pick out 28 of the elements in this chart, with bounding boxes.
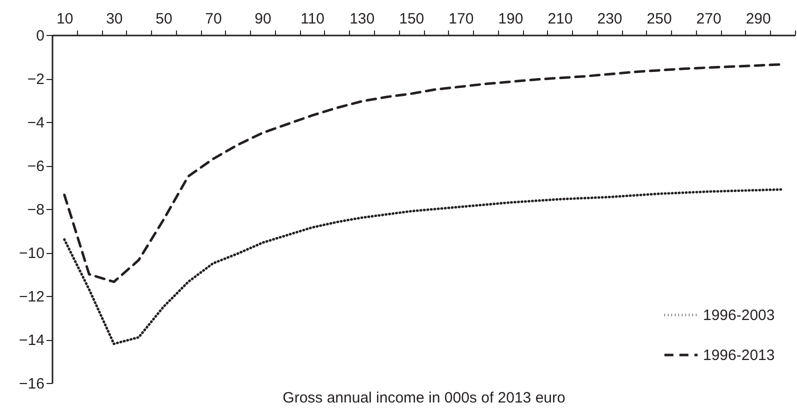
x-tick-label: 30 xyxy=(106,10,123,28)
y-tick-label: −6 xyxy=(27,158,44,175)
x-tick-label: 210 xyxy=(548,10,573,28)
x-tick-label: 230 xyxy=(597,10,622,28)
x-tick-label: 270 xyxy=(696,10,722,28)
x-tick-label: 250 xyxy=(646,10,672,28)
y-tick-label: −14 xyxy=(19,332,44,349)
x-axis-title: Gross annual income in 000s of 2013 euro xyxy=(282,390,566,406)
y-tick-label: −4 xyxy=(27,114,44,132)
x-tick-label: 10 xyxy=(56,10,74,28)
y-tick-label: −16 xyxy=(19,376,44,392)
y-tick-label: −8 xyxy=(27,202,44,218)
y-tick-label: 0 xyxy=(36,28,44,44)
x-tick-label: 290 xyxy=(746,10,771,28)
x-tick-label: 190 xyxy=(498,10,524,28)
y-tick-label: −10 xyxy=(19,245,44,262)
x-tick-label: 90 xyxy=(254,10,272,28)
x-tick-label: 50 xyxy=(156,10,172,28)
x-tick-label: 70 xyxy=(205,10,222,28)
x-tick-label: 170 xyxy=(448,10,474,28)
x-tick-label: 150 xyxy=(399,10,424,28)
x-tick-label: 130 xyxy=(350,10,375,28)
y-tick-label: −2 xyxy=(27,71,44,88)
x-tick-label: 110 xyxy=(300,10,325,28)
legend-label: 1996-2003 xyxy=(703,307,775,324)
legend-label: 1996-2013 xyxy=(703,347,775,364)
y-tick-label: −12 xyxy=(19,288,44,306)
line-series xyxy=(63,188,784,346)
